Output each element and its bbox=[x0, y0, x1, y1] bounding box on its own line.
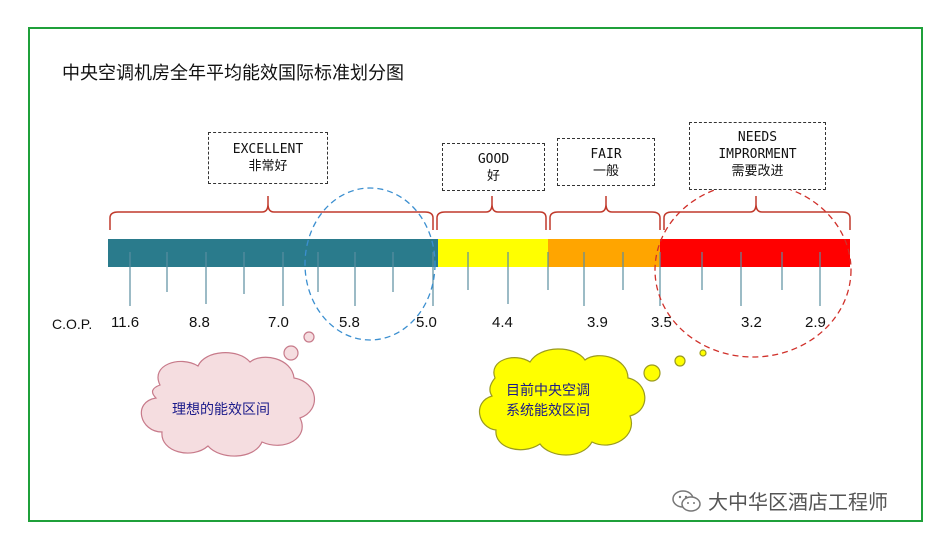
cop-value: 3.5 bbox=[651, 314, 672, 331]
cloud-shape bbox=[478, 348, 646, 456]
bar-fair bbox=[548, 239, 660, 267]
cop-value: 3.9 bbox=[587, 314, 608, 331]
ideal-range-ellipse bbox=[304, 187, 436, 341]
bracket-needs bbox=[663, 196, 851, 230]
category-en: NEEDS bbox=[737, 130, 778, 145]
cloud-shape bbox=[140, 352, 316, 457]
diagram-frame bbox=[28, 27, 923, 522]
category-brackets bbox=[109, 196, 851, 230]
thought-dot bbox=[699, 349, 707, 357]
ideal-range-label: 理想的能效区间 bbox=[172, 402, 270, 418]
cop-value: 5.0 bbox=[416, 314, 437, 331]
wechat-icon bbox=[672, 489, 701, 512]
category-en: EXCELLENT bbox=[232, 142, 304, 157]
category-box-good: GOOD 好 bbox=[442, 143, 545, 191]
cop-value: 4.4 bbox=[492, 314, 513, 331]
cop-value: 8.8 bbox=[189, 314, 210, 331]
category-cn: 一般 bbox=[592, 164, 619, 179]
category-cn: 需要改进 bbox=[731, 164, 784, 179]
bracket-excellent bbox=[109, 196, 434, 230]
thought-dot bbox=[674, 355, 686, 367]
thought-dot bbox=[283, 345, 299, 361]
watermark: 大中华区酒店工程师 bbox=[672, 486, 888, 515]
category-box-needs-improvement: NEEDS IMPRORMENT 需要改进 bbox=[689, 122, 826, 190]
category-cn: 好 bbox=[486, 169, 500, 184]
bar-good bbox=[438, 239, 548, 267]
cop-value: 7.0 bbox=[268, 314, 289, 331]
cop-value: 5.8 bbox=[339, 314, 360, 331]
category-box-fair: FAIR 一般 bbox=[557, 138, 655, 186]
cop-value: 2.9 bbox=[805, 314, 826, 331]
category-en: GOOD bbox=[477, 152, 510, 167]
current-range-label-line2: 系统能效区间 bbox=[506, 403, 590, 419]
category-cn: 非常好 bbox=[248, 159, 288, 174]
watermark-text: 大中华区酒店工程师 bbox=[708, 490, 888, 514]
category-en-line2: IMPRORMENT bbox=[718, 147, 797, 162]
thought-dot bbox=[643, 364, 661, 382]
bracket-fair bbox=[549, 196, 661, 230]
cop-axis-label: C.O.P. bbox=[52, 316, 93, 332]
thought-dot bbox=[303, 331, 315, 343]
scale-ticks bbox=[129, 252, 821, 306]
category-box-excellent: EXCELLENT 非常好 bbox=[208, 132, 328, 184]
ideal-cloud bbox=[140, 331, 316, 457]
cop-value: 3.2 bbox=[741, 314, 762, 331]
current-cloud bbox=[478, 348, 707, 456]
bar-needs-improvement bbox=[660, 239, 850, 267]
cop-value: 11.6 bbox=[111, 314, 140, 331]
current-range-label-line1: 目前中央空调 bbox=[506, 383, 590, 399]
bar-excellent bbox=[108, 239, 438, 267]
bracket-good bbox=[436, 196, 547, 230]
diagram-title: 中央空调机房全年平均能效国际标准划分图 bbox=[62, 63, 404, 84]
category-en: FAIR bbox=[590, 147, 622, 162]
cop-bar bbox=[108, 239, 850, 267]
